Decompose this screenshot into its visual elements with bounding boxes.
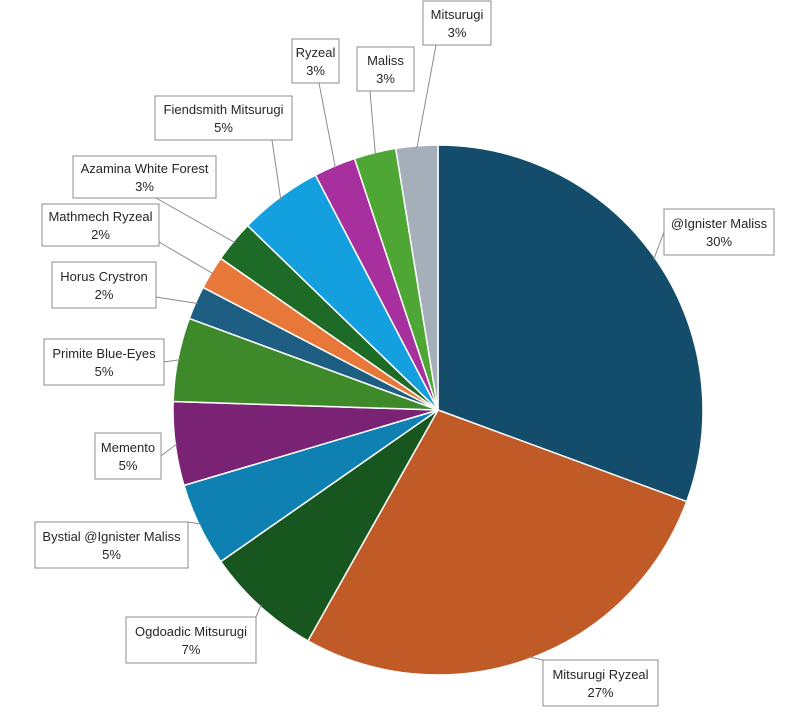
leader-line-ogdoadic-mitsurugi	[255, 604, 262, 618]
data-label-mathmech-ryzeal: Mathmech Ryzeal 2%	[41, 203, 160, 247]
data-label-category: Memento	[101, 440, 155, 455]
leader-line-horus-crystron	[155, 296, 198, 304]
leader-line-ignister-maliss	[653, 231, 665, 260]
data-label-percent: 3%	[306, 63, 325, 78]
leader-line-azamina-white-forest	[155, 197, 236, 244]
data-label-ogdoadic-mitsurugi: Ogdoadic Mitsurugi 7%	[125, 616, 257, 664]
data-label-ryzeal: Ryzeal 3%	[291, 38, 340, 84]
leader-line-ryzeal	[318, 82, 336, 168]
data-label-maliss: Maliss 3%	[356, 46, 415, 92]
data-label-category: Fiendsmith Mitsurugi	[164, 102, 284, 117]
pie-slices	[172, 144, 704, 676]
data-label-percent: 3%	[448, 25, 467, 40]
data-label-category: Mathmech Ryzeal	[48, 209, 152, 224]
leader-line-fiendsmith-mitsurugi	[271, 139, 282, 200]
data-label-box	[291, 38, 340, 84]
data-label-box	[34, 521, 189, 569]
data-label-category: Mitsurugi	[431, 7, 484, 22]
leader-line-primite-blue-eyes	[163, 359, 180, 363]
data-label-category: Ogdoadic Mitsurugi	[135, 624, 247, 639]
data-label-bystial-ignister-maliss: Bystial @Ignister Maliss 5%	[34, 521, 189, 569]
data-label-primite-blue-eyes: Primite Blue-Eyes 5%	[43, 338, 165, 386]
data-label-box	[663, 208, 775, 256]
data-label-ignister-maliss: @Ignister Maliss 30%	[663, 208, 775, 256]
leader-line-mitsurugi	[416, 44, 437, 148]
data-label-memento: Memento 5%	[94, 432, 162, 480]
data-label-percent: 7%	[182, 642, 201, 657]
data-label-box	[542, 659, 659, 707]
data-label-box	[72, 155, 217, 199]
data-label-category: Primite Blue-Eyes	[52, 346, 156, 361]
data-label-category: Mitsurugi Ryzeal	[552, 667, 648, 682]
leader-line-mathmech-ryzeal	[158, 241, 214, 275]
data-label-horus-crystron: Horus Crystron 2%	[51, 261, 157, 309]
data-label-box	[125, 616, 257, 664]
data-label-percent: 30%	[706, 234, 732, 249]
data-label-box	[422, 0, 492, 46]
data-label-azamina-white-forest: Azamina White Forest 3%	[72, 155, 217, 199]
data-label-category: @Ignister Maliss	[671, 216, 768, 231]
pie-slice-ignister-maliss	[437, 144, 704, 503]
data-label-category: Horus Crystron	[60, 269, 147, 284]
pie-slice-ogdoadic-mitsurugi	[219, 409, 439, 642]
data-label-category: Maliss	[367, 53, 404, 68]
data-labels: @Ignister Maliss 30% Mitsurugi Ryzeal 27% Og…	[34, 0, 775, 707]
data-label-box	[154, 95, 293, 141]
leader-line-maliss	[369, 90, 376, 155]
leader-lines	[155, 44, 665, 661]
leader-line-memento	[160, 443, 178, 457]
leader-line-mitsurugi-ryzeal	[528, 656, 544, 661]
data-label-percent: 3%	[376, 71, 395, 86]
pie-slice-mitsurugi-ryzeal	[306, 409, 688, 676]
data-label-mitsurugi-ryzeal: Mitsurugi Ryzeal 27%	[542, 659, 659, 707]
data-label-percent: 27%	[587, 685, 613, 700]
data-label-box	[41, 203, 160, 247]
data-label-percent: 5%	[95, 364, 114, 379]
data-label-percent: 2%	[91, 227, 110, 242]
leader-line-bystial-ignister-maliss	[187, 521, 202, 525]
data-label-mitsurugi: Mitsurugi 3%	[422, 0, 492, 46]
data-label-fiendsmith-mitsurugi: Fiendsmith Mitsurugi 5%	[154, 95, 293, 141]
data-label-percent: 5%	[119, 458, 138, 473]
data-label-percent: 3%	[135, 179, 154, 194]
data-label-category: Ryzeal	[296, 45, 336, 60]
data-label-box	[356, 46, 415, 92]
data-label-percent: 2%	[95, 287, 114, 302]
data-label-box	[94, 432, 162, 480]
data-label-category: Azamina White Forest	[81, 161, 209, 176]
data-label-percent: 5%	[102, 547, 121, 562]
data-label-category: Bystial @Ignister Maliss	[42, 529, 181, 544]
data-label-box	[51, 261, 157, 309]
data-label-percent: 5%	[214, 120, 233, 135]
data-label-box	[43, 338, 165, 386]
